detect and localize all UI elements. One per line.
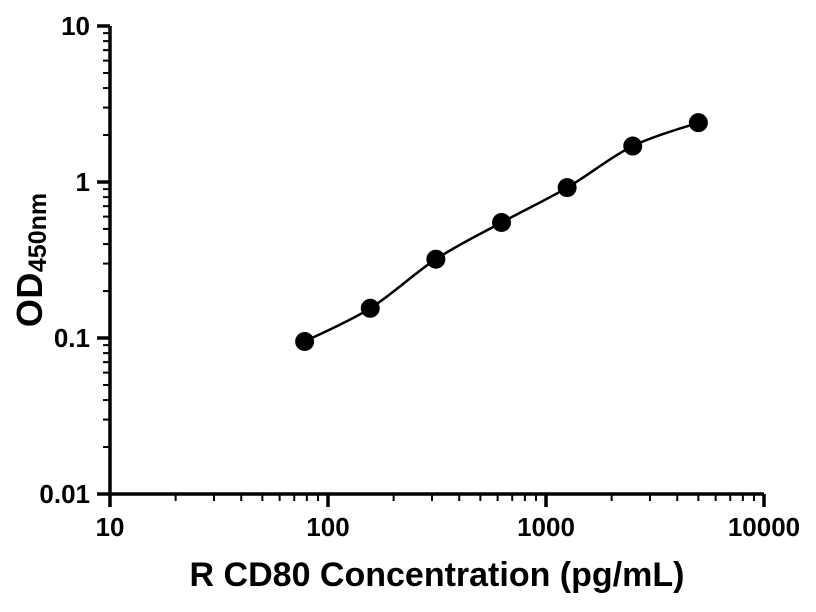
x-tick-label: 10000	[728, 512, 800, 542]
y-tick-label: 0.01	[39, 479, 90, 509]
y-tick-label: 10	[61, 11, 90, 41]
y-axis-title-subscript: 450nm	[24, 192, 52, 273]
x-axis-title: R CD80 Concentration (pg/mL)	[189, 556, 685, 594]
x-tick-label: 100	[306, 512, 349, 542]
data-point	[426, 249, 446, 269]
data-point	[492, 213, 512, 233]
y-tick-label: 0.1	[54, 323, 90, 353]
data-point	[557, 178, 577, 198]
data-point	[295, 331, 315, 351]
y-tick-label: 1	[76, 167, 90, 197]
x-tick-label: 1000	[517, 512, 575, 542]
data-point	[623, 136, 643, 156]
data-point	[360, 298, 380, 318]
x-tick-label: 10	[96, 512, 125, 542]
y-axis-title-main: OD	[9, 272, 50, 328]
y-axis-title: OD450nm	[9, 192, 52, 328]
data-point	[688, 113, 708, 133]
